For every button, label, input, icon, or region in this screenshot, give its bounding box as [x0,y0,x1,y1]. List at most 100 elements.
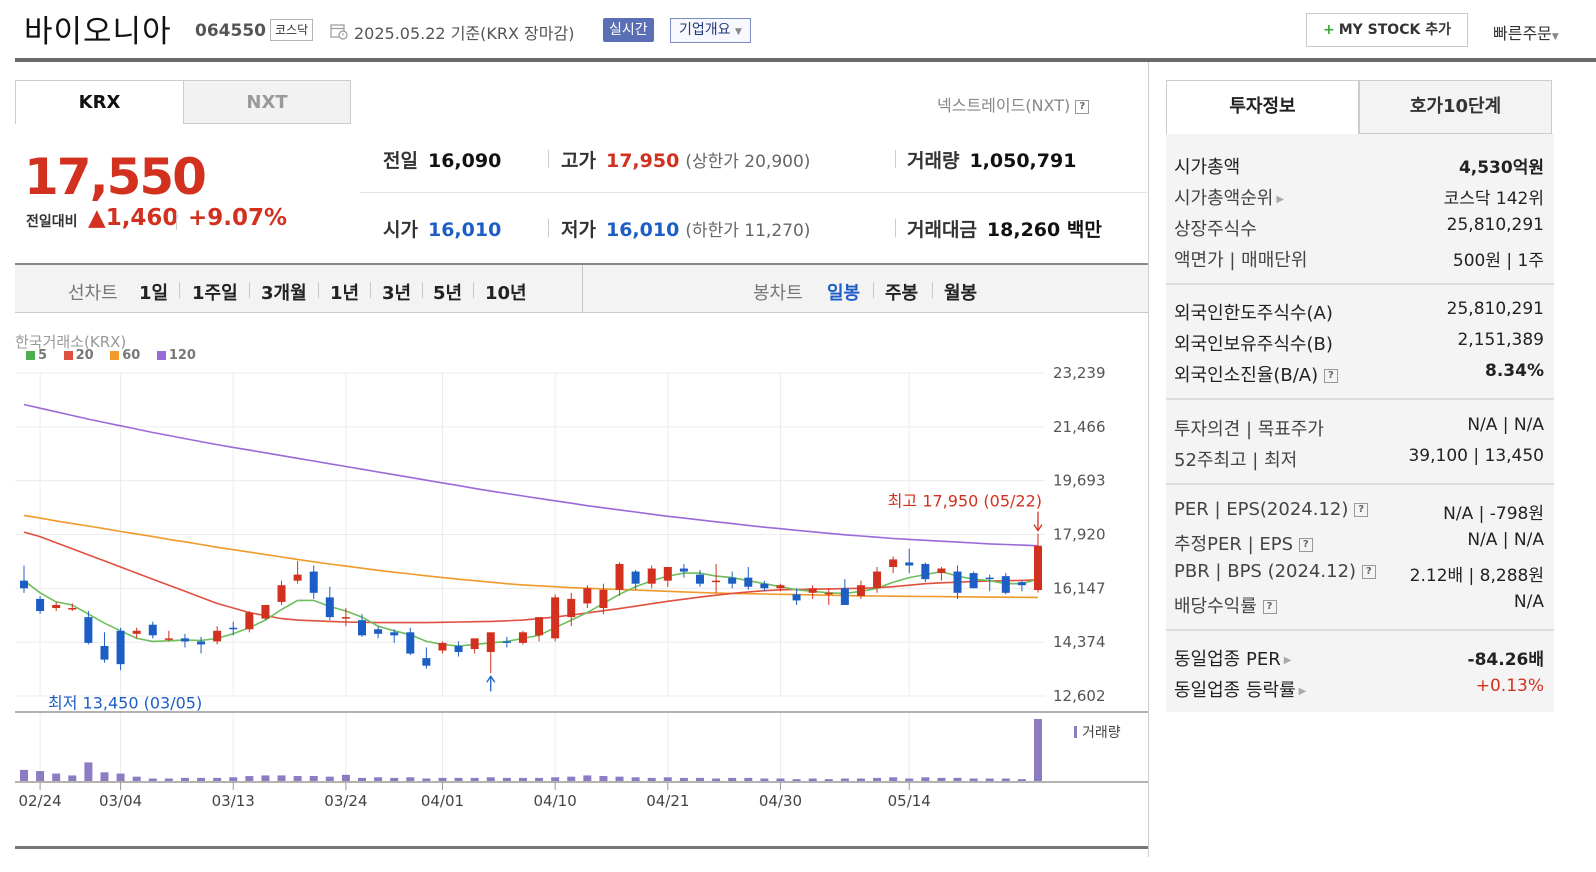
foreign-limit-row: 외국인한도주식수(A) 25,810,291 [1174,299,1544,324]
divider [895,219,896,237]
candle-body [213,630,222,642]
candle-monthly[interactable]: 월봉 [944,283,978,304]
volume-bar [889,777,898,781]
candle-body [518,632,527,643]
period-1d[interactable]: 1일 [139,283,169,304]
volume-bar [164,778,173,781]
candle-body [116,630,125,665]
volume-bar [52,773,61,781]
divider [176,212,177,230]
volume-bar [937,777,946,781]
volume-bar [68,775,77,781]
tab-nxt[interactable]: NXT [183,80,351,124]
candle-body [454,645,463,653]
volume-bar [776,778,785,781]
period-5y[interactable]: 5년 [433,283,463,304]
industry-change-row[interactable]: 동일업종 등락률 ▶ +0.13% [1174,676,1544,701]
y-tick-label: 23,239 [1053,364,1106,382]
dividend-row: 배당수익률 ? N/A [1174,592,1544,617]
candle-daily[interactable]: 일봉 [827,283,861,304]
market-badge: 코스닥 [270,19,314,41]
divider [1166,283,1554,285]
x-tick-label: 02/24 [18,792,61,810]
candle-weekly[interactable]: 주봉 [885,283,919,304]
volume-bar [599,776,608,781]
volume-bar [100,772,109,781]
candle-body [937,568,946,574]
volume-bar [213,777,222,781]
volume-bar [84,762,93,781]
divider [422,282,423,298]
tab-investment-info[interactable]: 투자정보 [1166,80,1359,134]
open-price: 시가 16,010 [383,219,502,241]
period-10y[interactable]: 10년 [485,283,527,304]
volume-bar [567,776,576,781]
nxt-info-link[interactable]: 넥스트레이드(NXT) ? [937,92,1090,116]
add-mystock-button[interactable]: + MY STOCK 추가 [1306,13,1468,47]
candle-chart-label: 봉차트 [753,283,803,304]
candle-body [985,577,994,580]
divider [873,282,874,298]
period-3y[interactable]: 3년 [382,283,412,304]
ma5-line [23,570,1039,647]
tab-orderbook-10[interactable]: 호가10단계 [1359,80,1552,134]
tab-krx[interactable]: KRX [15,80,183,124]
help-icon[interactable]: ? [1323,369,1338,383]
pbr-bps-row: PBR | BPS (2024.12) ? 2.12배 | 8,288원 [1174,561,1544,586]
volume-bar [325,776,334,781]
help-icon[interactable]: ? [1075,99,1090,114]
market-cap-rank-row[interactable]: 시가총액순위 ▶ 코스닥 142위 [1174,188,1544,209]
stock-header: 바이오니아 064550 코스닥 2025.05.22 기준(KRX 장마감) … [0,0,1596,60]
divider [1166,398,1554,400]
realtime-button[interactable]: 실시간 [603,18,654,42]
candle-body [1017,582,1026,586]
volume-bar [261,775,270,781]
candle-body [309,571,318,593]
volume-bar [406,777,415,781]
candle-body [873,571,882,589]
candle-body [470,638,479,649]
candle-body [969,573,978,589]
quick-order-button[interactable]: 빠른주문▼ [1493,24,1559,43]
legend-ma5: 5 [26,348,47,363]
period-1w[interactable]: 1주일 [192,283,238,304]
candle-body [180,638,189,642]
arrow-up-icon [486,675,496,683]
help-icon[interactable]: ? [1298,538,1313,552]
y-tick-label: 12,602 [1053,687,1106,705]
candle-body [422,658,431,666]
divider [1166,629,1554,631]
volume-bar [502,777,511,781]
legend-ma120: 120 [156,348,196,363]
volume-bar [1017,779,1026,781]
divider [1166,483,1554,485]
divider [15,846,1148,849]
help-icon[interactable]: ? [1361,565,1376,579]
divider [548,150,549,168]
volume-bar [663,777,672,781]
candle-body [132,630,141,634]
legend-ma20: 20 [63,348,94,363]
company-overview-dropdown[interactable]: 기업개요 ▼ [670,18,751,43]
candle-body [728,577,737,584]
candle-body [68,608,77,610]
candle-body [615,563,624,590]
week52-row: 52주최고 | 최저 39,100 | 13,450 [1174,446,1544,471]
industry-per-row[interactable]: 동일업종 PER ▶ -84.26배 [1174,649,1544,670]
trade-volume: 거래량 1,050,791 [907,150,1077,172]
price-chart[interactable]: 23,239 21,466 19,693 17,920 16,147 14,374 12,6… [0,360,1148,846]
divider [895,150,896,168]
period-3m[interactable]: 3개월 [261,283,307,304]
period-1y[interactable]: 1년 [330,283,360,304]
volume-bar [245,776,254,781]
y-tick-label: 21,466 [1053,418,1106,436]
x-tick-label: 03/04 [99,792,142,810]
divider [473,282,474,298]
candle-body [631,571,640,584]
help-icon[interactable]: ? [1354,503,1369,517]
ma120-line [23,403,1039,547]
divider [1148,62,1149,857]
help-icon[interactable]: ? [1262,600,1277,614]
candle-body [438,642,447,651]
candle-body [953,571,962,593]
